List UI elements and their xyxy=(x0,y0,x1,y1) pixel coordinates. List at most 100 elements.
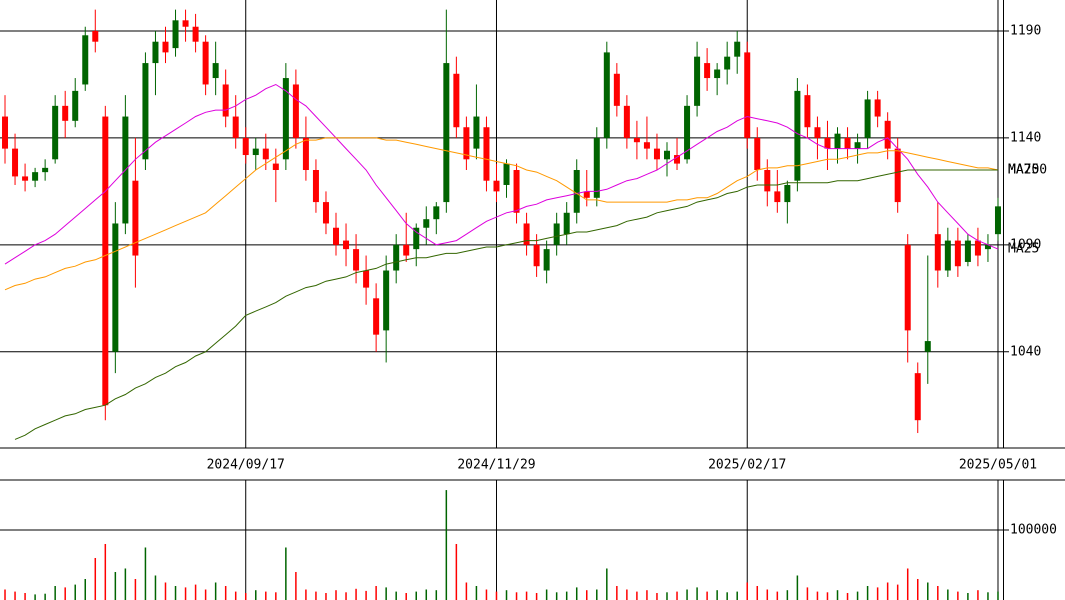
legend-label: MA75 xyxy=(1008,163,1039,178)
legend-label: MA200 xyxy=(1008,163,1047,178)
volume-bar xyxy=(836,590,839,600)
candle-body xyxy=(964,240,971,262)
candle-body xyxy=(82,35,89,85)
volume-bar xyxy=(465,582,468,600)
candle-body xyxy=(884,120,891,149)
volume-bar xyxy=(616,585,618,600)
volume-bar xyxy=(947,589,949,600)
candle-body xyxy=(563,212,570,235)
candle-body xyxy=(12,148,19,177)
moving-average-line xyxy=(4,137,999,291)
candle-body xyxy=(172,20,179,49)
volume-bar xyxy=(74,584,76,600)
candle-body xyxy=(824,137,831,149)
y-tick-label: 1190 xyxy=(1010,24,1041,39)
volume-bar xyxy=(365,590,367,600)
volume-bar xyxy=(987,592,989,600)
candle-body xyxy=(272,163,279,171)
volume-bar xyxy=(886,582,889,600)
volume-bar xyxy=(445,490,448,600)
candle-body xyxy=(994,206,1001,235)
volume-bar xyxy=(575,587,578,600)
candle-body xyxy=(513,170,520,213)
y-tick-label: 1090 xyxy=(1010,237,1041,252)
candle-body xyxy=(543,249,550,271)
candle-body xyxy=(142,63,149,160)
volume-bar xyxy=(896,584,899,600)
candle-body xyxy=(483,127,490,181)
volume-bar xyxy=(545,589,548,600)
volume-bar xyxy=(916,578,919,600)
volume-bar xyxy=(856,591,859,600)
candle-body xyxy=(834,133,841,149)
volume-bar xyxy=(355,588,357,600)
candle-body xyxy=(383,270,390,331)
candle-body xyxy=(453,73,460,128)
volume-bar xyxy=(285,547,287,600)
y-tick-label: 1140 xyxy=(1010,130,1041,145)
candle-body xyxy=(92,31,99,42)
candle-body xyxy=(934,234,941,271)
volume-bar xyxy=(335,590,337,600)
candle-body xyxy=(42,167,49,173)
volume-bar xyxy=(124,568,127,600)
volume-bar xyxy=(816,591,819,600)
candle-body xyxy=(463,127,470,160)
candle-body xyxy=(784,184,791,203)
volume-bar xyxy=(204,589,207,600)
candle-body xyxy=(152,41,159,64)
candle-body xyxy=(633,137,640,143)
volume-bar xyxy=(746,582,748,600)
x-tick-label: 2025/02/17 xyxy=(708,458,786,473)
volume-bar xyxy=(275,592,277,600)
volume-bar xyxy=(415,591,417,600)
candle-body xyxy=(553,223,560,245)
volume-bar xyxy=(214,582,217,600)
volume-bar xyxy=(535,592,538,600)
candle-body xyxy=(292,84,299,138)
volume-bar xyxy=(44,593,46,600)
volume-bar xyxy=(525,591,528,600)
candle-body xyxy=(232,116,239,138)
volume-bar xyxy=(786,590,789,600)
volume-bar xyxy=(64,587,66,600)
volume-bar xyxy=(134,578,137,600)
candle-body xyxy=(754,137,761,171)
volume-bar xyxy=(666,592,668,600)
candle-body xyxy=(724,56,731,70)
candle-body xyxy=(583,191,590,198)
candle-body xyxy=(914,373,921,421)
candle-body xyxy=(523,223,530,245)
candle-body xyxy=(282,78,289,160)
volume-bar xyxy=(325,592,327,600)
volume-bar xyxy=(606,568,608,600)
volume-bar xyxy=(14,591,16,600)
candle-body xyxy=(423,219,430,228)
volume-bar xyxy=(555,592,558,600)
volume-bar xyxy=(425,589,428,600)
candle-body xyxy=(954,240,961,267)
candle-body xyxy=(924,341,931,352)
volume-bar xyxy=(174,585,177,600)
volume-bar xyxy=(315,591,317,600)
candle-body xyxy=(694,56,701,106)
volume-bar xyxy=(295,571,297,600)
candle-body xyxy=(192,26,199,42)
x-tick-label: 2024/11/29 xyxy=(457,458,535,473)
volume-bar xyxy=(686,589,688,600)
candle-body xyxy=(212,63,219,79)
candle-body xyxy=(684,105,691,160)
candle-body xyxy=(322,202,329,224)
volume-bar xyxy=(104,543,107,600)
volume-bar xyxy=(385,587,387,600)
volume-bar xyxy=(676,591,678,600)
candle-body xyxy=(894,148,901,203)
candle-body xyxy=(874,99,881,117)
volume-bar xyxy=(184,587,187,600)
volume-bar xyxy=(957,591,959,600)
candle-body xyxy=(32,172,39,181)
candle-body xyxy=(854,142,861,149)
candle-body xyxy=(674,155,681,164)
y-tick-label: 1040 xyxy=(1010,344,1041,359)
